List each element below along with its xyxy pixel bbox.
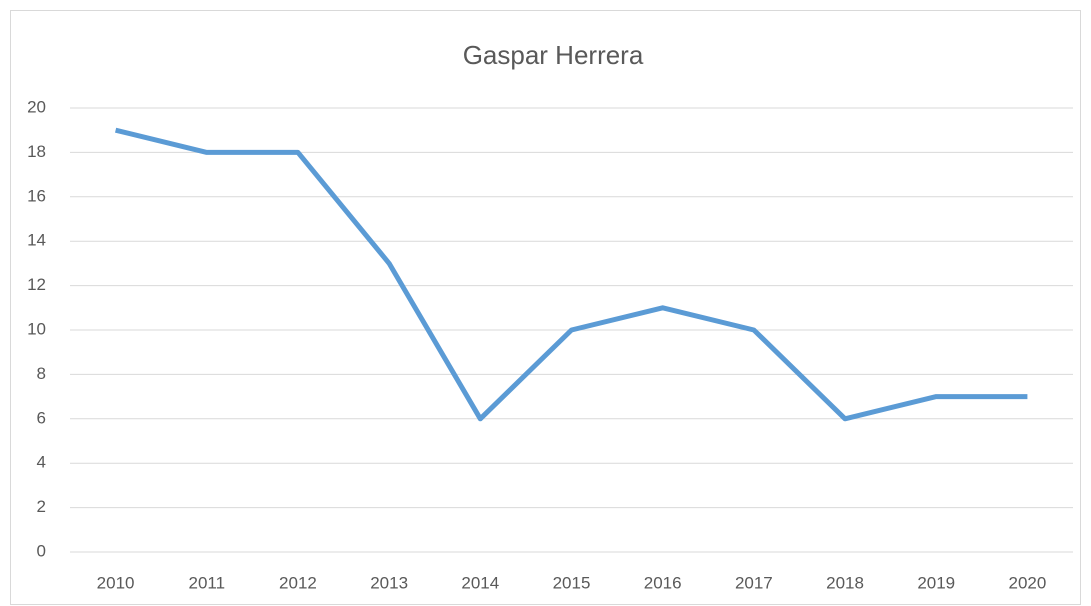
y-tick-label: 2 [37, 497, 46, 516]
data-line [114, 127, 1028, 422]
y-tick-label: 8 [37, 364, 46, 383]
y-tick-label: 6 [37, 408, 46, 427]
x-tick-label: 2015 [553, 573, 591, 592]
y-tick-label: 12 [27, 275, 46, 294]
y-tick-label: 0 [37, 541, 46, 560]
x-tick-label: 2011 [188, 573, 225, 592]
chart-border [10, 10, 1081, 605]
y-tick-label: 18 [27, 142, 46, 161]
x-tick-label: 2020 [1008, 573, 1046, 592]
y-tick-label: 20 [27, 97, 46, 116]
x-tick-label: 2019 [917, 573, 955, 592]
y-tick-label: 10 [27, 319, 46, 338]
x-tick-label: 2014 [461, 573, 499, 592]
x-tick-label: 2016 [644, 573, 682, 592]
y-tick-label: 14 [27, 231, 46, 250]
x-tick-label: 2017 [735, 573, 773, 592]
x-tick-label: 2012 [279, 573, 317, 592]
y-tick-label: 16 [27, 186, 46, 205]
y-tick-label: 4 [37, 453, 46, 472]
x-tick-label: 2010 [97, 573, 135, 592]
x-tick-label: 2018 [826, 573, 864, 592]
x-tick-label: 2013 [370, 573, 408, 592]
chart-title: Gaspar Herrera [463, 40, 644, 70]
